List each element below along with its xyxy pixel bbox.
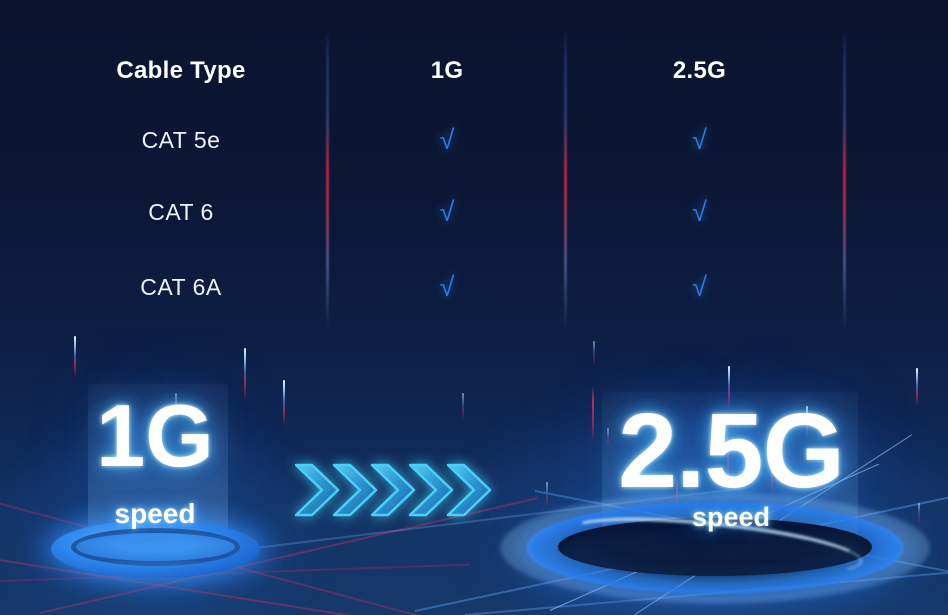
- check-icon: √: [692, 271, 707, 302]
- light-streak: [283, 380, 285, 426]
- podium-platform-left: [23, 502, 288, 596]
- check-icon: √: [439, 124, 455, 155]
- column-separator: [564, 28, 567, 332]
- column-separator: [326, 28, 329, 332]
- check-icon: √: [439, 196, 455, 227]
- light-streak: [462, 393, 464, 421]
- light-streak: [74, 336, 76, 378]
- speed-arrows: [292, 462, 496, 518]
- table-row: CAT 6A √ √: [0, 272, 948, 302]
- row-label-cat5e: CAT 5e: [141, 126, 221, 153]
- chevron-right-icon: [332, 463, 378, 517]
- light-streak: [592, 385, 594, 440]
- speed-value-1g: 1G: [96, 386, 214, 485]
- check-icon: √: [692, 196, 707, 227]
- podium-platform-right: [500, 492, 930, 604]
- speed-caption-left: speed: [114, 498, 196, 529]
- table-row: CAT 6 √ √: [0, 197, 948, 227]
- header-2-5g: 2.5G: [672, 57, 727, 84]
- row-label-cat6a: CAT 6A: [140, 273, 222, 300]
- check-icon: √: [692, 124, 707, 155]
- row-label-cat6: CAT 6: [148, 198, 214, 225]
- speed-caption-right: speed: [691, 502, 771, 532]
- light-streak: [916, 368, 918, 406]
- chevron-right-icon: [408, 463, 454, 517]
- column-separator: [843, 28, 846, 332]
- check-icon: √: [439, 271, 455, 302]
- chevron-right-icon: [294, 463, 340, 517]
- header-cable-type: Cable Type: [116, 57, 246, 84]
- chevron-right-icon: [370, 463, 416, 517]
- speed-value-2-5g: 2.5G: [618, 392, 845, 510]
- light-streak: [593, 341, 595, 365]
- table-header-row: Cable Type 1G 2.5G: [0, 57, 948, 84]
- platform-core: [558, 518, 872, 576]
- chevron-right-icon: [446, 463, 492, 517]
- platform-ring: [71, 528, 240, 566]
- table-row: CAT 5e √ √: [0, 125, 948, 155]
- header-1g: 1G: [430, 57, 464, 84]
